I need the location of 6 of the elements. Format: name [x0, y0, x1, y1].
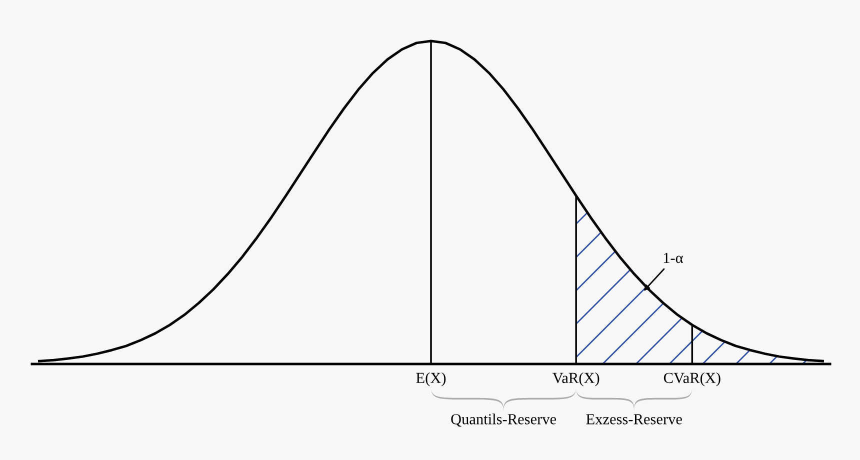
- text: Quantils-Reserve: [451, 414, 556, 427]
- x-tick-label: CVaR(X): [664, 372, 720, 386]
- x-tick-label: VaR(X): [552, 372, 600, 386]
- x-tick-label: E(X): [416, 372, 446, 386]
- annotation: 1-α: [664, 252, 683, 264]
- text: Exzess-Reserve: [586, 414, 682, 424]
